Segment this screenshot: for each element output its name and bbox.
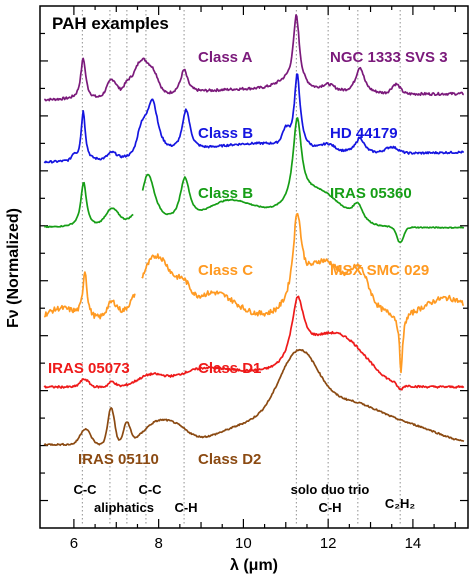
plot-frame — [39, 5, 469, 529]
annotation-c2h2: C₂H₂ — [385, 496, 416, 511]
x-tick-label: 12 — [320, 535, 337, 552]
axis-ticks: 6 8 10 12 14 — [40, 6, 468, 552]
x-tick-label: 10 — [235, 535, 252, 552]
x-axis-label: λ (μm) — [230, 557, 278, 574]
annotation-c-c-2: C-C — [138, 482, 162, 497]
series-class-label: Class C — [198, 262, 253, 279]
x-tick-label: 8 — [154, 535, 162, 552]
series-line — [43, 73, 465, 164]
series-class-label: Class A — [198, 49, 253, 66]
series-class-label: Class D1 — [198, 360, 261, 377]
series-name-label: IRAS 05360 — [330, 185, 412, 202]
series-line — [43, 212, 464, 374]
series-name-label: NGC 1333 SVS 3 — [330, 49, 448, 66]
series-class-label: Class B — [198, 125, 253, 142]
feature-guides — [81, 10, 401, 524]
annotation-solo-duo-trio: solo duo trio — [291, 482, 370, 497]
series-name-label: IRAS 05110 — [78, 451, 159, 468]
series-class-label: Class D2 — [198, 451, 261, 468]
chart-title: PAH examples — [52, 14, 169, 33]
series-name-label: HD 44179 — [330, 125, 398, 142]
series-name-label: IRAS 05073 — [48, 360, 130, 377]
series-line — [44, 117, 465, 244]
series-line — [43, 295, 465, 391]
x-tick-label: 14 — [405, 535, 422, 552]
x-tick-label: 6 — [70, 535, 78, 552]
annotation-aliphatics: aliphatics — [94, 500, 154, 515]
series-line — [44, 14, 464, 102]
series-group: Class A NGC 1333 SVS 3 Class B HD 44179 Clas… — [43, 14, 465, 468]
annotation-c-c-1: C-C — [73, 482, 97, 497]
series-name-label: MSX SMC 029 — [330, 262, 429, 279]
y-axis-label: Fν (Normalized) — [5, 208, 22, 328]
series-line — [43, 348, 465, 447]
annotation-c-h-1: C-H — [174, 500, 197, 515]
series-class-label: Class B — [198, 185, 253, 202]
annotation-c-h-2: C-H — [318, 500, 341, 515]
